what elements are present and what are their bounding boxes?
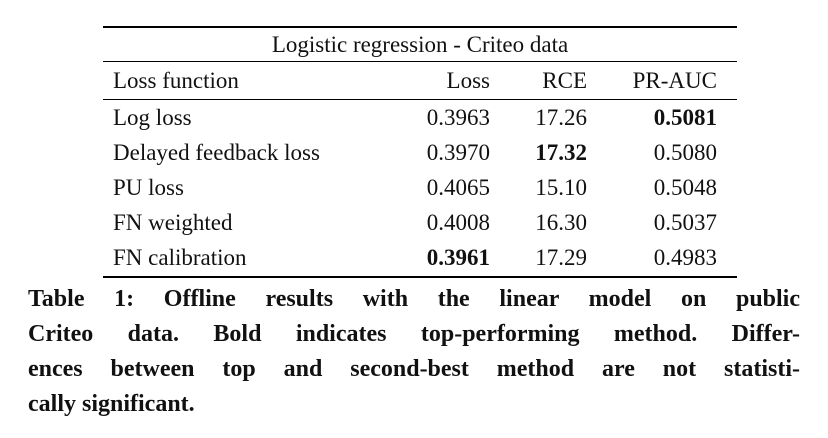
- cell-loss: 0.4008: [426, 210, 490, 236]
- cell-pr-auc: 0.4983: [587, 240, 737, 278]
- table-row: FN calibration 0.3961 17.29 0.4983: [103, 240, 737, 278]
- cell-loss-function: FN calibration: [103, 240, 390, 278]
- caption-line: ences between top and second-best method…: [28, 356, 800, 382]
- caption-line: Criteo data. Bold indicates top-performi…: [28, 321, 800, 347]
- table-caption: Table 1: Offline results with the linear…: [28, 282, 800, 422]
- cell-rce: 16.30: [535, 210, 587, 236]
- cell-rce: 17.29: [490, 240, 587, 278]
- cell-loss: 0.4065: [426, 174, 490, 200]
- offline-results-table: Logistic regression - Criteo data Loss f…: [103, 26, 737, 278]
- table-row: Delayed feedback loss 0.3970 17.32 0.508…: [103, 135, 737, 170]
- cell-pr-auc: 0.5080: [653, 139, 717, 165]
- table-row: PU loss 0.4065 15.10 0.5048: [103, 170, 737, 205]
- caption-line: Table 1: Offline results with the linear…: [28, 286, 800, 312]
- col-header-loss-function: Loss function: [103, 61, 390, 100]
- cell-rce: 17.26: [535, 104, 587, 130]
- cell-loss-function: FN weighted: [113, 210, 233, 236]
- col-header-rce: RCE: [490, 61, 587, 100]
- table-header-row: Loss function Loss RCE PR-AUC: [103, 61, 737, 100]
- table-title-row: Logistic regression - Criteo data: [103, 26, 737, 62]
- cell-pr-auc: 0.5048: [653, 174, 717, 200]
- col-header-loss: Loss: [390, 61, 490, 100]
- cell-pr-auc: 0.5081: [653, 104, 717, 130]
- cell-loss-function: PU loss: [113, 174, 184, 200]
- cell-rce: 17.32: [535, 139, 587, 165]
- table-row: Log loss 0.3963 17.26 0.5081: [103, 100, 737, 136]
- cell-rce: 15.10: [535, 174, 587, 200]
- caption-line: cally significant.: [28, 391, 195, 417]
- cell-pr-auc: 0.5037: [653, 210, 717, 236]
- results-table: Logistic regression - Criteo data Loss f…: [103, 26, 737, 278]
- table-row: FN weighted 0.4008 16.30 0.5037: [103, 206, 737, 241]
- cell-loss: 0.3970: [426, 139, 490, 165]
- col-header-pr-auc: PR-AUC: [587, 61, 737, 100]
- cell-loss: 0.3963: [426, 104, 490, 130]
- cell-loss-function: Delayed feedback loss: [113, 139, 320, 165]
- cell-loss: 0.3961: [390, 240, 490, 278]
- table-title: Logistic regression - Criteo data: [103, 26, 737, 62]
- cell-loss-function: Log loss: [113, 104, 192, 130]
